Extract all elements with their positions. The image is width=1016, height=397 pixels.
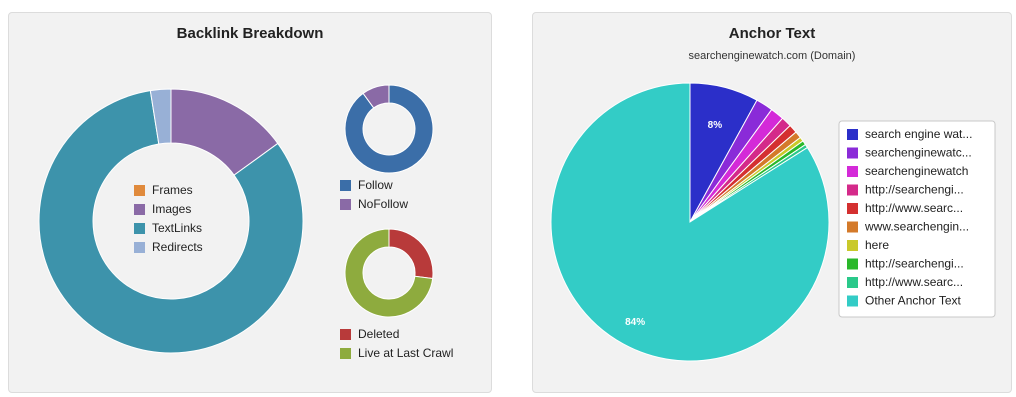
anchor-legend-swatch-6 <box>847 240 858 251</box>
anchor-legend-label-7: http://searchengi... <box>865 257 964 271</box>
backlink-legend-label-0: Frames <box>152 183 193 197</box>
anchor-legend-item-7[interactable]: http://searchengi... <box>847 257 964 271</box>
backlink-legend-swatch-3 <box>134 242 145 253</box>
backlink-legend-swatch-1 <box>134 204 145 215</box>
anchor-legend-item-4[interactable]: http://www.searc... <box>847 201 963 215</box>
anchor-legend-swatch-9 <box>847 295 858 307</box>
anchor-legend-swatch-5 <box>847 221 858 233</box>
anchor-legend-item-1[interactable]: searchenginewatc... <box>847 146 972 160</box>
backlink-slice-redirects-3[interactable] <box>149 88 172 145</box>
backlink-breakdown-title: Backlink Breakdown <box>176 25 324 42</box>
anchor-legend-swatch-1 <box>847 147 858 159</box>
anchor-legend-item-6[interactable]: here <box>847 238 889 252</box>
backlink-legend-item-0[interactable]: Frames <box>134 183 193 197</box>
anchor-text-chart: 8% 84% search engine wat... searchenginewat… <box>550 82 996 362</box>
crawl-legend-swatch-1 <box>340 348 351 359</box>
anchor-text-subtitle: searchenginewatch.com (Domain) <box>688 50 856 62</box>
follow-legend-item-1[interactable]: NoFollow <box>340 197 408 211</box>
crawl-legend-item-1[interactable]: Live at Last Crawl <box>340 346 453 360</box>
crawl-slice-live-at-last-crawl-1[interactable] <box>344 228 434 318</box>
follow-legend-swatch-1 <box>340 199 351 210</box>
anchor-legend-item-8[interactable]: http://www.searc... <box>847 275 963 289</box>
anchor-legend-label-6: here <box>865 238 889 252</box>
crawl-legend-item-0[interactable]: Deleted <box>340 327 399 341</box>
crawl-slice-deleted-0[interactable] <box>388 228 434 280</box>
anchor-data-label-0: 8% <box>708 120 723 131</box>
anchor-legend-label-8: http://www.searc... <box>865 275 963 289</box>
backlink-legend-label-3: Redirects <box>152 240 203 254</box>
anchor-text-panel: Anchor Text searchenginewatch.com (Domai… <box>532 12 1012 393</box>
backlink-legend-item-2[interactable]: TextLinks <box>134 221 202 235</box>
crawl-legend-swatch-0 <box>340 329 351 340</box>
anchor-slice-other-anchor-text-9[interactable] <box>550 82 830 362</box>
anchor-legend-swatch-8 <box>847 277 858 288</box>
anchor-text-title: Anchor Text <box>728 25 816 42</box>
follow-legend-label-0: Follow <box>358 178 393 192</box>
anchor-legend-item-2[interactable]: searchenginewatch <box>847 164 968 178</box>
backlink-legend-item-1[interactable]: Images <box>134 202 191 216</box>
anchor-legend-label-0: search engine wat... <box>865 127 972 141</box>
anchor-legend-swatch-7 <box>847 258 858 270</box>
backlink-legend-label-2: TextLinks <box>152 221 202 235</box>
anchor-legend-item-9[interactable]: Other Anchor Text <box>847 294 961 308</box>
backlink-charts: Frames Images TextLinks Redirects Follow NoFo… <box>38 84 453 360</box>
backlink-legend-item-3[interactable]: Redirects <box>134 240 203 254</box>
anchor-legend-item-5[interactable]: www.searchengin... <box>847 220 969 234</box>
anchor-legend-label-9: Other Anchor Text <box>865 294 961 308</box>
anchor-legend-label-3: http://searchengi... <box>865 183 964 197</box>
anchor-legend-swatch-0 <box>847 129 858 140</box>
crawl-legend-label-0: Deleted <box>358 327 399 341</box>
backlink-breakdown-panel: Backlink Breakdown Frames Images TextLinks… <box>8 12 492 393</box>
crawl-legend-label-1: Live at Last Crawl <box>358 346 453 360</box>
anchor-legend-label-1: searchenginewatc... <box>865 146 972 160</box>
anchor-legend-label-2: searchenginewatch <box>865 164 968 178</box>
follow-legend-swatch-0 <box>340 180 351 191</box>
anchor-legend-swatch-4 <box>847 203 858 214</box>
follow-slice-follow-0[interactable] <box>344 84 434 174</box>
follow-slice-nofollow-1[interactable] <box>362 84 390 109</box>
anchor-legend-label-4: http://www.searc... <box>865 201 963 215</box>
anchor-legend-label-5: www.searchengin... <box>864 220 969 234</box>
anchor-legend-swatch-2 <box>847 166 858 177</box>
backlink-slice-textlinks-2[interactable] <box>38 90 304 354</box>
anchor-legend-box <box>838 120 996 318</box>
backlink-legend-swatch-2 <box>134 223 145 234</box>
anchor-legend-item-3[interactable]: http://searchengi... <box>847 183 964 197</box>
anchor-data-label-9: 84% <box>625 317 645 328</box>
anchor-legend-swatch-3 <box>847 184 858 196</box>
follow-legend-label-1: NoFollow <box>358 197 408 211</box>
follow-legend-item-0[interactable]: Follow <box>340 178 393 192</box>
backlink-legend-label-1: Images <box>152 202 191 216</box>
anchor-legend-item-0[interactable]: search engine wat... <box>847 127 972 141</box>
backlink-legend-swatch-0 <box>134 185 145 196</box>
